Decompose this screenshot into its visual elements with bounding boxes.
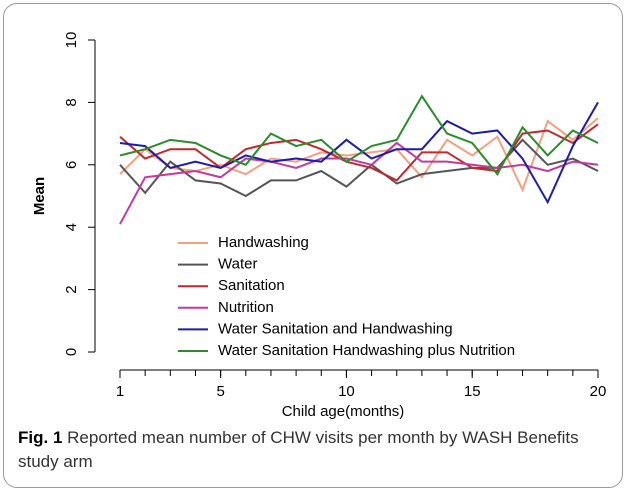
legend-label: Handwashing [218, 234, 309, 251]
series-line [119, 101, 599, 205]
caption-label: Fig. 1 [18, 428, 63, 447]
legend-label: Nutrition [218, 299, 274, 316]
series-line [119, 94, 599, 176]
legend-label: Water Sanitation Handwashing plus Nutrit… [218, 342, 515, 359]
series-line [119, 138, 599, 198]
x-tick-label: 1 [116, 383, 124, 400]
legend-label: Water Sanitation and Handwashing [218, 320, 453, 337]
series-line [119, 123, 599, 182]
y-tick-label: 6 [63, 161, 80, 169]
figure-frame [3, 3, 623, 488]
y-tick-label: 10 [63, 32, 80, 49]
caption: Fig. 1 Reported mean number of CHW visit… [18, 426, 608, 474]
x-tick-label: 5 [216, 383, 224, 400]
y-tick-label: 2 [63, 285, 80, 293]
series-line [119, 141, 599, 225]
y-axis-label: Mean [31, 177, 48, 215]
legend-label: Sanitation [218, 277, 285, 294]
x-tick-label: 20 [590, 383, 607, 400]
y-tick-label: 4 [63, 223, 80, 231]
caption-text: Reported mean number of CHW visits per m… [18, 428, 579, 471]
y-tick-label: 0 [63, 348, 80, 356]
legend-label: Water [218, 256, 257, 273]
x-axis-label: Child age(months) [282, 403, 405, 420]
x-tick-label: 15 [464, 383, 481, 400]
y-tick-label: 8 [63, 98, 80, 106]
x-tick-label: 10 [338, 383, 355, 400]
